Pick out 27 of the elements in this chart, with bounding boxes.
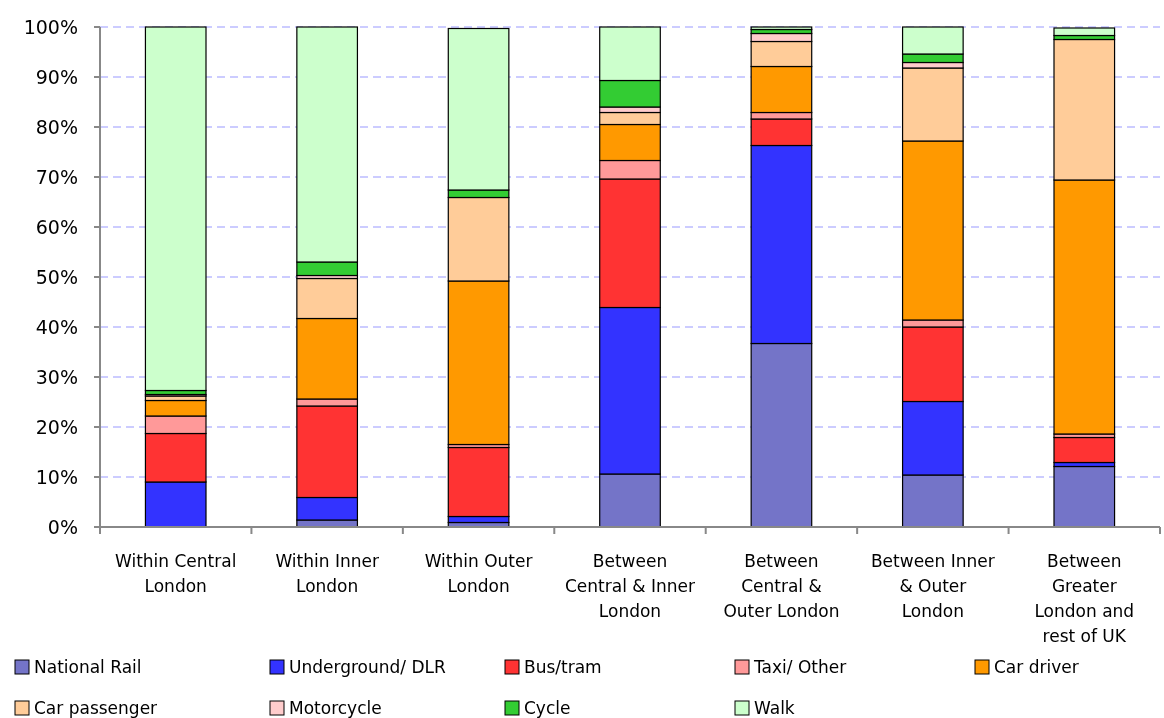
legend-label: Bus/tram (524, 656, 602, 677)
legend-label: Underground/ DLR (289, 656, 446, 677)
y-tick-label: 60% (35, 215, 78, 238)
y-tick-label: 50% (35, 265, 78, 288)
y-tick-label: 20% (35, 415, 78, 438)
y-tick-label: 100% (23, 15, 78, 38)
legend-label: Car passenger (34, 697, 158, 718)
x-tick-label: Between Inner & Outer London (870, 551, 995, 621)
legend-label: National Rail (34, 656, 142, 677)
y-tick-label: 90% (35, 65, 78, 88)
y-tick-label: 70% (35, 165, 78, 188)
x-tick-label: Within Central London (115, 551, 237, 596)
x-tick-label: Between Central & Inner London (565, 551, 695, 621)
legend-label: Taxi/ Other (753, 656, 847, 677)
legend-label: Car driver (994, 656, 1079, 677)
x-tick-label: Within Inner London (275, 551, 379, 596)
y-tick-label: 30% (35, 365, 78, 388)
y-tick-label: 80% (35, 115, 78, 138)
legend-label: Motorcycle (289, 697, 382, 718)
legend-label: Walk (754, 697, 795, 718)
y-tick-label: 10% (35, 465, 78, 488)
legend-label: Cycle (524, 697, 571, 718)
x-tick-label: Between Greater London and rest of UK (1034, 551, 1135, 646)
x-tick-label: Within Outer London (424, 551, 533, 596)
y-tick-label: 40% (35, 315, 78, 338)
y-tick-label: 0% (47, 515, 78, 538)
x-tick-label: Between Central & Outer London (723, 551, 840, 621)
